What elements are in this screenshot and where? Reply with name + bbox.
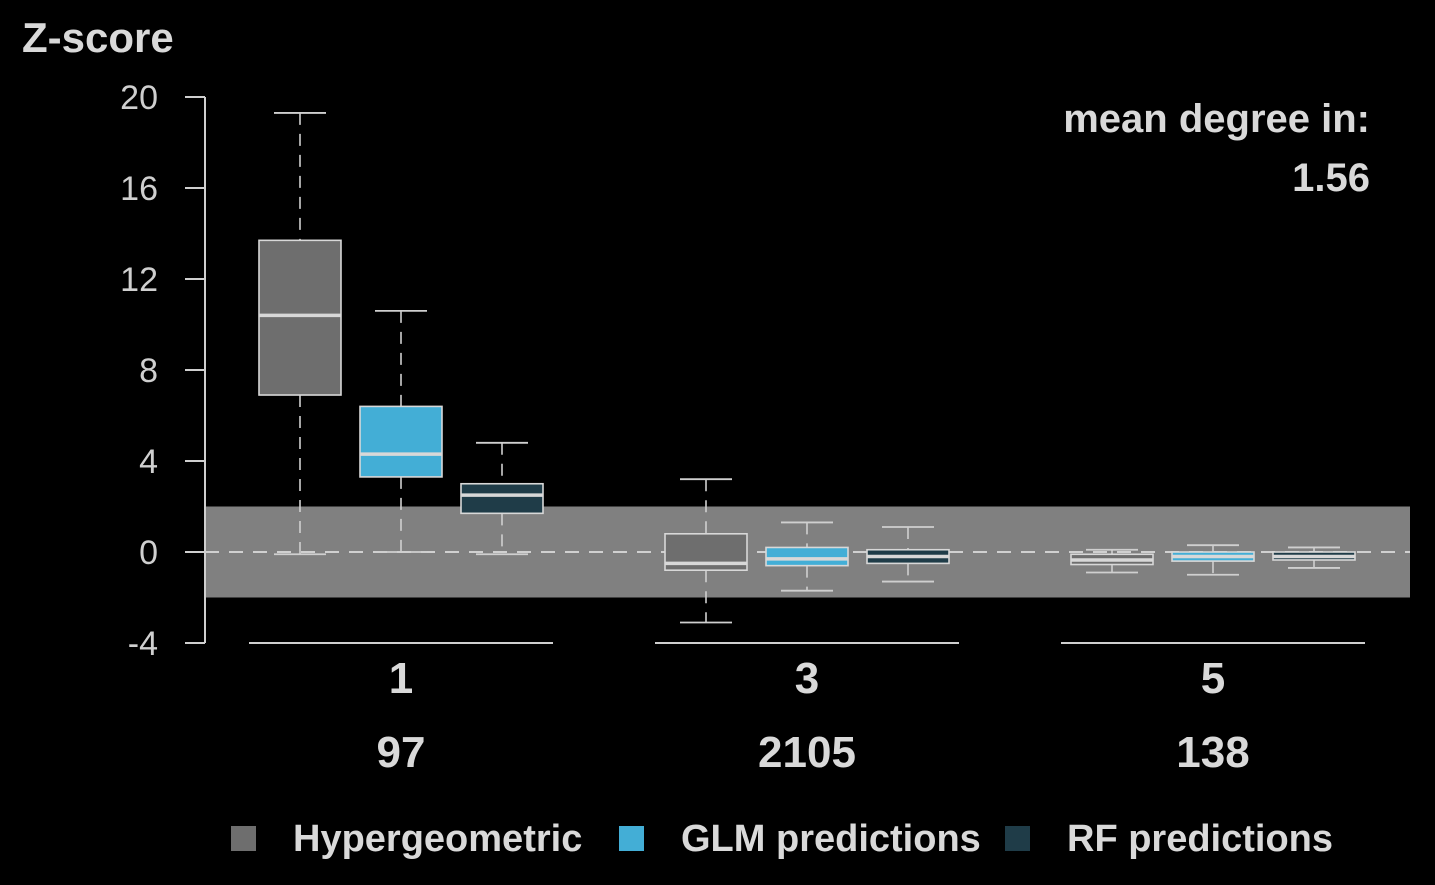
legend: Hypergeometric GLM predictions RF predicti… <box>231 818 1333 860</box>
y-tick-label: 8 <box>139 352 158 390</box>
legend-item-rf-predictions: RF predictions <box>1005 818 1333 860</box>
box-hypergeometric-group-3 <box>664 478 748 624</box>
annotation-line-1: mean degree in: <box>1063 97 1370 141</box>
box-rf-predictions-group-5 <box>1272 546 1356 569</box>
legend-item-glm-predictions: GLM predictions <box>619 818 981 860</box>
box-glm-predictions-group-3 <box>765 521 849 592</box>
legend-item-hypergeometric: Hypergeometric <box>231 818 582 860</box>
y-tick-label: 4 <box>139 443 158 481</box>
group-axis: 1 97 3 2105 5 138 <box>249 642 1365 777</box>
box-iqr <box>460 482 544 515</box>
group-count-label: 138 <box>1176 728 1249 777</box>
y-tick-label: 12 <box>120 261 158 299</box>
box-hypergeometric-group-5 <box>1070 548 1154 574</box>
box-rf-predictions-group-1 <box>460 441 544 556</box>
y-axis-label: Z-score <box>22 14 174 61</box>
box-glm-predictions-group-5 <box>1171 544 1255 576</box>
group-label: 5 <box>1201 654 1225 703</box>
boxes-layer <box>258 112 1356 624</box>
group-count-label: 2105 <box>758 728 856 777</box>
box-iqr <box>359 405 443 478</box>
group-label: 1 <box>389 654 413 703</box>
y-tick-label: 16 <box>120 170 158 208</box>
box-iqr <box>765 546 849 567</box>
legend-swatch <box>619 826 644 851</box>
y-tick-label: -4 <box>128 625 158 663</box>
y-tick-label: 20 <box>120 79 158 117</box>
legend-swatch <box>231 826 256 851</box>
legend-label: RF predictions <box>1067 818 1333 860</box>
box-rf-predictions-group-3 <box>866 526 950 583</box>
legend-label: GLM predictions <box>681 818 981 860</box>
y-tick-label: 0 <box>139 534 158 572</box>
box-glm-predictions-group-1 <box>359 309 443 553</box>
box-iqr <box>258 239 342 396</box>
group-count-label: 97 <box>377 728 426 777</box>
legend-swatch <box>1005 826 1030 851</box>
annotation-line-2: 1.56 <box>1292 156 1370 200</box>
box-hypergeometric-group-1 <box>258 112 342 556</box>
legend-label: Hypergeometric <box>293 818 582 860</box>
y-axis: 20 16 12 8 4 0 -4 <box>120 79 206 663</box>
group-label: 3 <box>795 654 819 703</box>
